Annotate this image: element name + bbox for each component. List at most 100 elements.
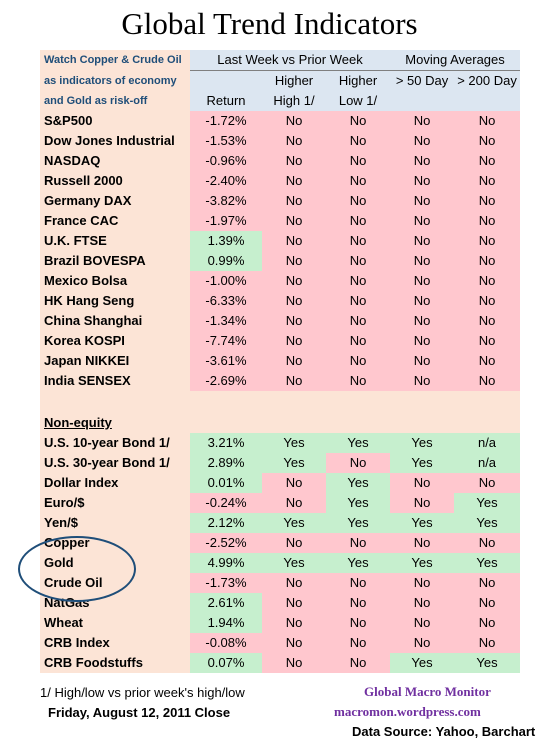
header-ma50: > 50 Day — [390, 70, 455, 91]
row-label: S&P500 — [40, 111, 190, 131]
return-cell: 0.01% — [190, 473, 262, 493]
table-row: U.S. 30-year Bond 1/2.89% Yes No Yes n/a — [40, 453, 521, 473]
table-row: Copper -2.52% No No No No — [40, 533, 521, 553]
higher-low-cell: No — [326, 453, 391, 473]
return-cell: -1.00% — [190, 271, 262, 291]
table-row: China Shanghai -1.34% No No No No — [40, 311, 521, 331]
header-note-line-2: as indicators of economy — [40, 70, 190, 91]
trend-table: Watch Copper & Crude Oil Last Week vs Pr… — [40, 50, 521, 673]
return-cell: 2.12% — [190, 513, 262, 533]
ma50-cell: No — [390, 191, 455, 211]
ma200-cell: No — [454, 351, 521, 371]
ma200-cell: No — [454, 573, 521, 593]
ma50-cell: No — [390, 251, 455, 271]
higher-low-cell: Yes — [326, 473, 391, 493]
ma200-cell: No — [454, 371, 521, 391]
table-row: S&P500 -1.72% No No No No — [40, 111, 521, 131]
higher-high-cell: No — [262, 351, 326, 371]
ma50-cell: No — [390, 151, 455, 171]
return-cell: 4.99% — [190, 553, 262, 573]
table-row: India SENSEX -2.69% No No No No — [40, 371, 521, 391]
higher-high-cell: No — [262, 171, 326, 191]
trend-table-container: Watch Copper & Crude Oil Last Week vs Pr… — [40, 50, 521, 673]
table-row: Germany DAX -3.82% No No No No — [40, 191, 521, 211]
higher-low-cell: No — [326, 231, 391, 251]
ma200-cell: n/a — [454, 433, 521, 453]
trend-table-body: Watch Copper & Crude Oil Last Week vs Pr… — [40, 50, 521, 673]
row-label: Gold — [40, 553, 190, 573]
higher-high-cell: No — [262, 371, 326, 391]
brand-url: macromon.wordpress.com — [334, 704, 481, 719]
higher-high-cell: No — [262, 151, 326, 171]
table-row: Wheat 1.94% No No No No — [40, 613, 521, 633]
header-higher-high-bottom: High 1/ — [262, 91, 326, 111]
ma50-cell: No — [390, 473, 455, 493]
ma50-cell: No — [390, 111, 455, 131]
higher-high-cell: No — [262, 493, 326, 513]
ma50-cell: No — [390, 613, 455, 633]
higher-low-cell: No — [326, 351, 391, 371]
higher-high-cell: No — [262, 593, 326, 613]
row-label: France CAC — [40, 211, 190, 231]
row-label: Yen/$ — [40, 513, 190, 533]
ma200-cell: n/a — [454, 453, 521, 473]
return-cell: -3.82% — [190, 191, 262, 211]
table-row: Crude Oil -1.73% No No No No — [40, 573, 521, 593]
header-note-line-3: and Gold as risk-off — [40, 91, 190, 111]
higher-high-cell: No — [262, 653, 326, 673]
higher-high-cell: No — [262, 111, 326, 131]
row-label: China Shanghai — [40, 311, 190, 331]
return-cell: -2.69% — [190, 371, 262, 391]
ma200-cell: No — [454, 593, 521, 613]
higher-high-cell: No — [262, 633, 326, 653]
ma50-cell: No — [390, 573, 455, 593]
return-cell: 1.94% — [190, 613, 262, 633]
higher-high-cell: Yes — [262, 453, 326, 473]
higher-high-cell: Yes — [262, 513, 326, 533]
higher-high-cell: No — [262, 573, 326, 593]
row-label: CRB Index — [40, 633, 190, 653]
row-label: Russell 2000 — [40, 171, 190, 191]
page-title: Global Trend Indicators — [121, 6, 418, 41]
ma200-cell: No — [454, 151, 521, 171]
ma200-cell: No — [454, 171, 521, 191]
higher-high-cell: No — [262, 191, 326, 211]
higher-high-cell: Yes — [262, 433, 326, 453]
header-higher-low-top: Higher — [326, 70, 391, 91]
higher-high-cell: No — [262, 271, 326, 291]
ma200-cell: No — [454, 231, 521, 251]
row-label: Mexico Bolsa — [40, 271, 190, 291]
header-higher-low-bottom: Low 1/ — [326, 91, 391, 111]
row-label: Korea KOSPI — [40, 331, 190, 351]
row-label: India SENSEX — [40, 371, 190, 391]
table-row: NatGas 2.61% No No No No — [40, 593, 521, 613]
ma50-cell: No — [390, 371, 455, 391]
table-row: Gold 4.99% Yes Yes Yes Yes — [40, 553, 521, 573]
header-row-1: Watch Copper & Crude Oil Last Week vs Pr… — [40, 50, 521, 71]
ma50-cell: No — [390, 271, 455, 291]
higher-low-cell: No — [326, 131, 391, 151]
return-cell: -2.40% — [190, 171, 262, 191]
ma50-cell: No — [390, 533, 455, 553]
table-row: Brazil BOVESPA 0.99% No No No No — [40, 251, 521, 271]
ma200-cell: No — [454, 111, 521, 131]
higher-low-cell: Yes — [326, 493, 391, 513]
ma200-cell: No — [454, 633, 521, 653]
header-row-2: as indicators of economy Higher Higher >… — [40, 70, 521, 91]
header-note-line-1: Watch Copper & Crude Oil — [40, 50, 190, 71]
gap-cell — [190, 391, 521, 413]
ma50-cell: Yes — [390, 553, 455, 573]
row-label: U.K. FTSE — [40, 231, 190, 251]
ma50-cell: No — [390, 331, 455, 351]
ma200-cell: Yes — [454, 493, 521, 513]
header-higher-high-top: Higher — [262, 70, 326, 91]
row-label: Dow Jones Industrial — [40, 131, 190, 151]
higher-low-cell: No — [326, 211, 391, 231]
ma200-cell: No — [454, 271, 521, 291]
higher-high-cell: No — [262, 251, 326, 271]
table-row: U.S. 10-year Bond 1/3.21% Yes Yes Yes n/a — [40, 433, 521, 453]
ma50-cell: Yes — [390, 653, 455, 673]
higher-low-cell: No — [326, 533, 391, 553]
return-cell: 0.07% — [190, 653, 262, 673]
higher-low-cell: No — [326, 191, 391, 211]
